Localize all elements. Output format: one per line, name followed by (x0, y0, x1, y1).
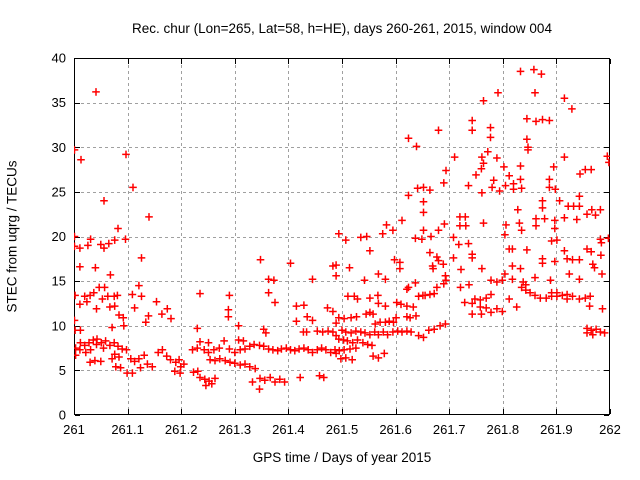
y-tick-label: 5 (59, 363, 66, 378)
y-tick-label: 30 (52, 140, 66, 155)
y-tick-label: 40 (52, 51, 66, 66)
x-tick-label: 261.1 (111, 422, 144, 437)
y-tick-label: 35 (52, 95, 66, 110)
y-tick-label: 25 (52, 184, 66, 199)
x-tick-label: 261.2 (165, 422, 198, 437)
scatter-points (74, 65, 610, 393)
y-tick-label: 20 (52, 229, 66, 244)
x-tick-label: 261.4 (272, 422, 305, 437)
x-tick-label: 261.6 (379, 422, 412, 437)
x-axis-title: GPS time / Days of year 2015 (252, 450, 432, 465)
x-tick-label: 261.9 (540, 422, 573, 437)
y-tick-label: 10 (52, 318, 66, 333)
x-tick-label: 261.5 (326, 422, 359, 437)
y-tick-label: 15 (52, 274, 66, 289)
x-tick-label: 261 (63, 422, 85, 437)
x-tick-label: 261.8 (487, 422, 520, 437)
x-tick-label: 261.3 (219, 422, 252, 437)
chart-title: Rec. chur (Lon=265, Lat=58, h=HE), days … (132, 21, 552, 36)
y-tick-label: 0 (59, 408, 66, 423)
x-tick-label: 262 (599, 422, 621, 437)
x-tick-label: 261.7 (433, 422, 466, 437)
